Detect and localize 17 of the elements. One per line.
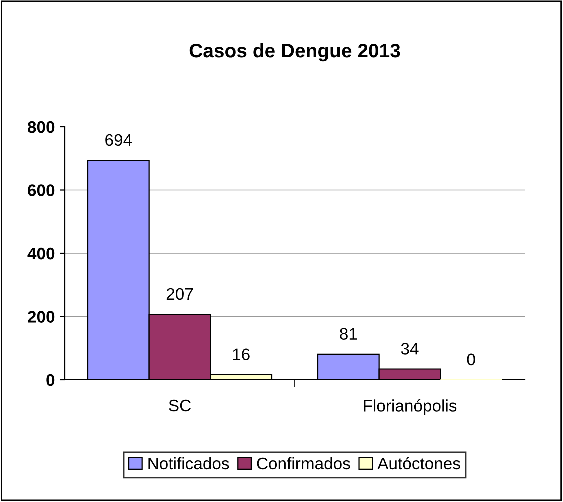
legend-label: Confirmados xyxy=(257,457,350,470)
legend-label: Notificados xyxy=(148,457,230,470)
data-label: 81 xyxy=(340,328,358,340)
data-label: 694 xyxy=(106,134,132,146)
y-tick-label: 800 xyxy=(28,121,55,134)
chart-title: Casos de Dengue 2013 xyxy=(190,43,400,62)
data-label: 34 xyxy=(401,343,419,355)
data-label: 207 xyxy=(166,288,194,300)
data-label: 16 xyxy=(233,348,250,361)
x-tick-label: SC xyxy=(169,400,191,412)
y-tick-label: 600 xyxy=(28,184,55,196)
y-tick-label: 400 xyxy=(28,248,55,260)
legend-label: Autóctones xyxy=(378,457,460,470)
y-tick-label: 0 xyxy=(46,374,55,386)
y-tick-label: 200 xyxy=(28,311,55,323)
data-label: 0 xyxy=(467,354,476,366)
x-tick-label: Florianópolis xyxy=(364,399,457,416)
